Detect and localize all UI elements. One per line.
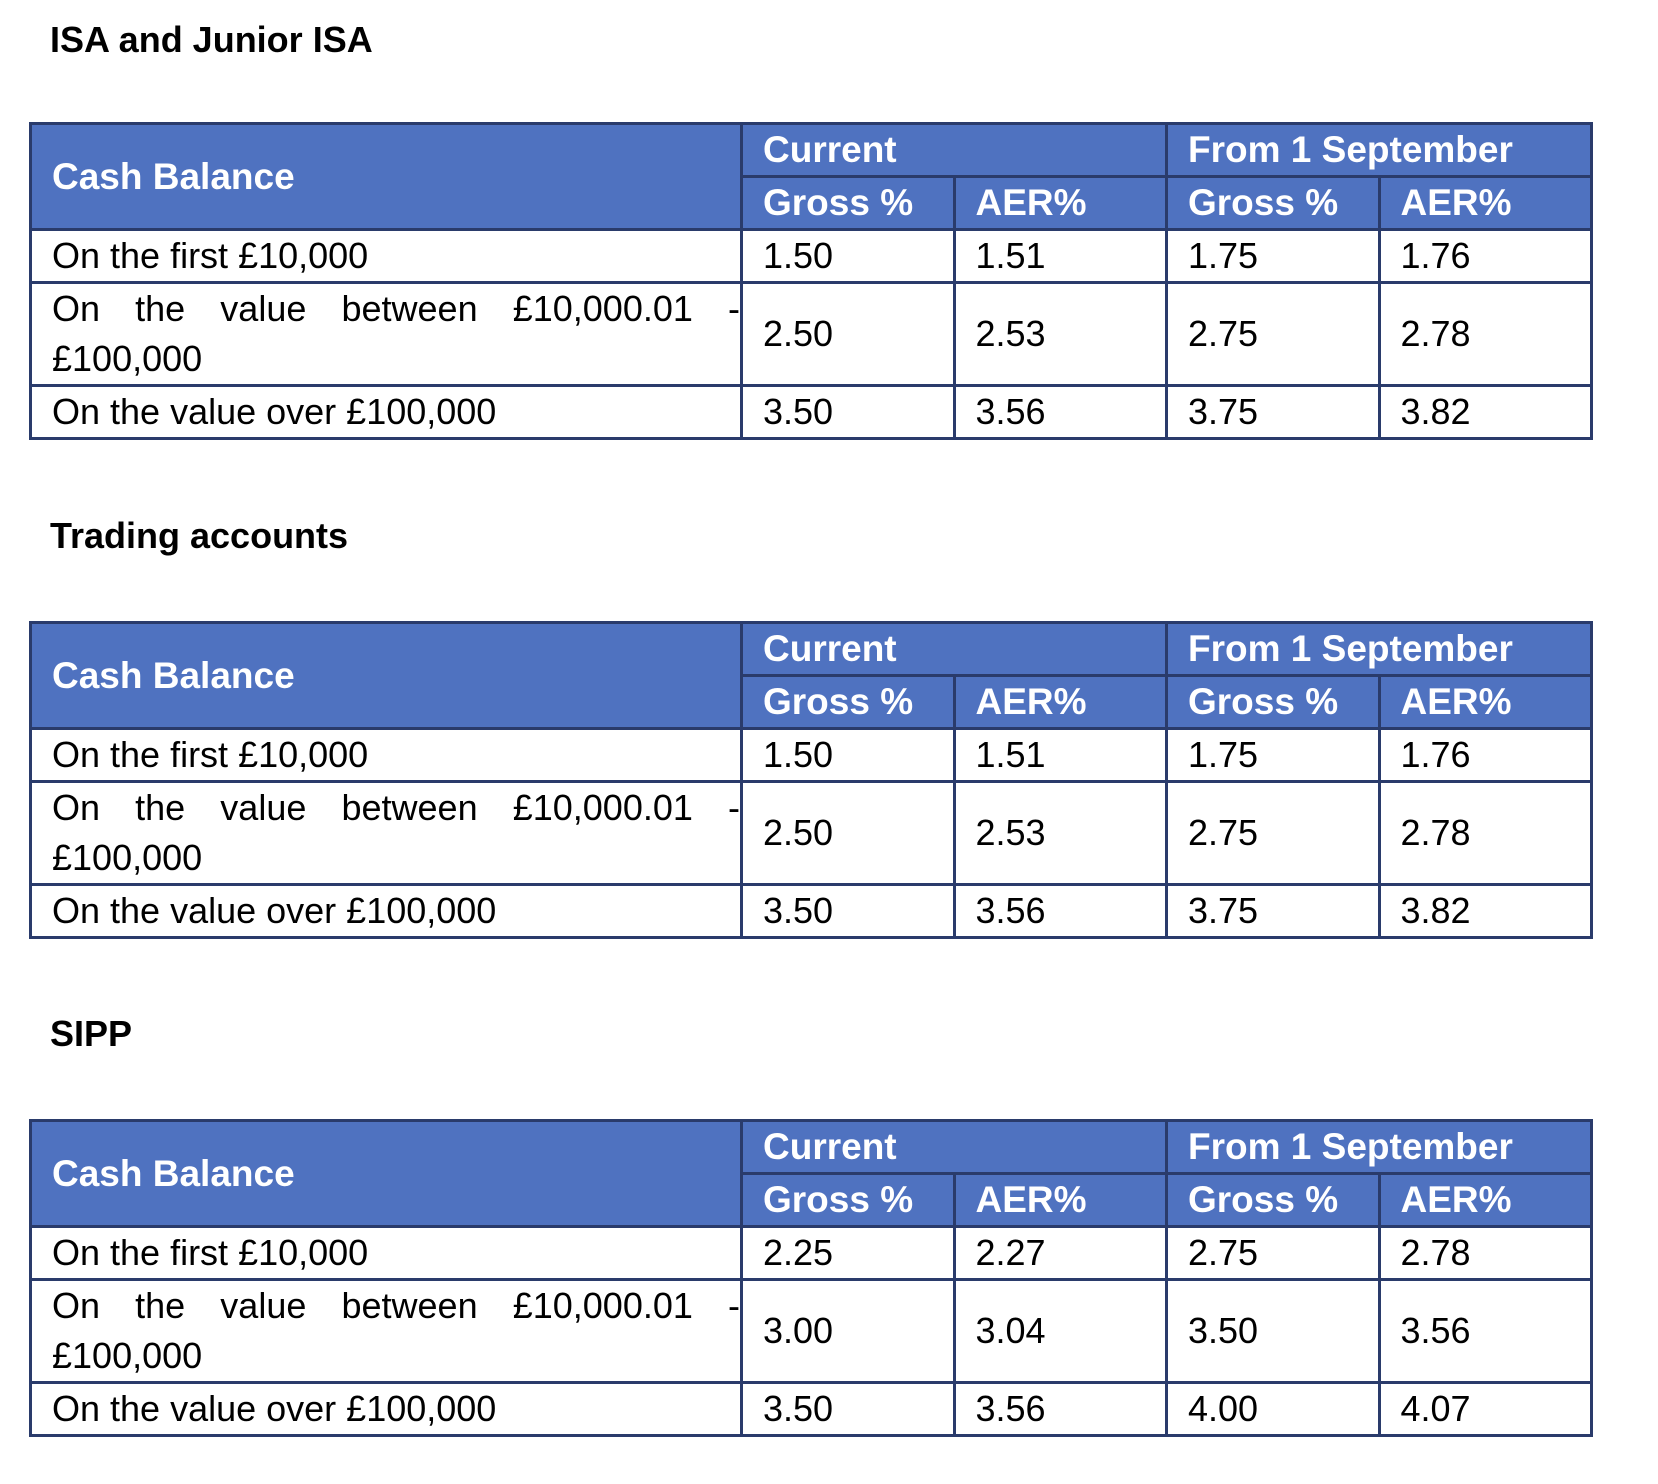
header-aer-current: AER% [952, 1172, 1168, 1228]
cell-gross-september: 2.75 [1165, 780, 1381, 886]
row-label: On the first £10,000 [29, 228, 743, 284]
header-aer-september: AER% [1377, 175, 1593, 231]
table-row: On the value between £10,000.01 - £100,0… [29, 281, 1593, 387]
row-label: On the first £10,000 [29, 1225, 743, 1281]
cell-gross-september: 3.75 [1165, 883, 1381, 939]
cell-gross-current: 3.50 [740, 1381, 956, 1437]
cell-aer-current: 1.51 [952, 727, 1168, 783]
header-aer-september: AER% [1377, 674, 1593, 730]
header-from-september: From 1 September [1165, 1119, 1593, 1175]
row-label: On the value over £100,000 [29, 1381, 743, 1437]
cell-aer-september: 1.76 [1377, 727, 1593, 783]
cell-aer-september: 3.82 [1377, 384, 1593, 440]
header-gross-september: Gross % [1165, 1172, 1381, 1228]
cell-gross-september: 2.75 [1165, 281, 1381, 387]
section-title: ISA and Junior ISA [50, 19, 373, 60]
header-aer-current: AER% [952, 674, 1168, 730]
table-row: On the value between £10,000.01 - £100,0… [29, 780, 1593, 886]
cell-gross-september: 1.75 [1165, 228, 1381, 284]
table-row: On the first £10,000 1.50 1.51 1.75 1.76 [29, 727, 1593, 783]
row-label-line1: On the value between £10,000.01 - [52, 1285, 740, 1326]
cell-aer-current: 3.56 [952, 384, 1168, 440]
row-label-line1: On the value between £10,000.01 - [52, 288, 740, 329]
cell-aer-current: 1.51 [952, 228, 1168, 284]
rates-table: Cash Balance Current From 1 September Gr… [29, 122, 1593, 440]
header-cash-balance: Cash Balance [29, 122, 743, 231]
header-current: Current [740, 1119, 1168, 1175]
cell-aer-current: 3.04 [952, 1278, 1168, 1384]
row-label-line1: On the value between £10,000.01 - [52, 787, 740, 828]
section-title: SIPP [50, 1013, 133, 1054]
cell-gross-current: 3.00 [740, 1278, 956, 1384]
row-label: On the value between £10,000.01 - £100,0… [29, 780, 743, 886]
rates-table: Cash Balance Current From 1 September Gr… [29, 1119, 1593, 1437]
section-title: Trading accounts [50, 515, 349, 556]
cell-aer-current: 2.27 [952, 1225, 1168, 1281]
row-label: On the value over £100,000 [29, 883, 743, 939]
cell-gross-current: 1.50 [740, 727, 956, 783]
cell-aer-current: 2.53 [952, 281, 1168, 387]
row-label: On the value between £10,000.01 - £100,0… [29, 1278, 743, 1384]
cell-gross-current: 2.50 [740, 281, 956, 387]
header-gross-current: Gross % [740, 175, 956, 231]
cell-gross-current: 1.50 [740, 228, 956, 284]
cell-gross-september: 1.75 [1165, 727, 1381, 783]
cell-gross-september: 4.00 [1165, 1381, 1381, 1437]
rates-table: Cash Balance Current From 1 September Gr… [29, 621, 1593, 939]
row-label-line2: £100,000 [52, 338, 203, 379]
header-gross-current: Gross % [740, 1172, 956, 1228]
table-row: On the value over £100,000 3.50 3.56 3.7… [29, 883, 1593, 939]
table-row: On the value over £100,000 3.50 3.56 4.0… [29, 1381, 1593, 1437]
cell-aer-september: 3.82 [1377, 883, 1593, 939]
cell-aer-september: 3.56 [1377, 1278, 1593, 1384]
cell-aer-current: 3.56 [952, 1381, 1168, 1437]
row-label: On the value between £10,000.01 - £100,0… [29, 281, 743, 387]
cell-gross-current: 2.50 [740, 780, 956, 886]
cell-aer-september: 2.78 [1377, 281, 1593, 387]
header-current: Current [740, 621, 1168, 677]
cell-aer-current: 3.56 [952, 883, 1168, 939]
cell-aer-september: 1.76 [1377, 228, 1593, 284]
cell-aer-current: 2.53 [952, 780, 1168, 886]
row-label-line2: £100,000 [52, 1335, 203, 1376]
cell-gross-september: 3.75 [1165, 384, 1381, 440]
header-current: Current [740, 122, 1168, 178]
cell-gross-september: 3.50 [1165, 1278, 1381, 1384]
table-row: On the value over £100,000 3.50 3.56 3.7… [29, 384, 1593, 440]
cell-gross-current: 3.50 [740, 883, 956, 939]
header-aer-current: AER% [952, 175, 1168, 231]
header-gross-september: Gross % [1165, 175, 1381, 231]
table-row: On the first £10,000 2.25 2.27 2.75 2.78 [29, 1225, 1593, 1281]
cell-aer-september: 2.78 [1377, 780, 1593, 886]
table-row: On the first £10,000 1.50 1.51 1.75 1.76 [29, 228, 1593, 284]
header-cash-balance: Cash Balance [29, 621, 743, 730]
header-from-september: From 1 September [1165, 621, 1593, 677]
header-gross-september: Gross % [1165, 674, 1381, 730]
cell-aer-september: 4.07 [1377, 1381, 1593, 1437]
header-from-september: From 1 September [1165, 122, 1593, 178]
header-cash-balance: Cash Balance [29, 1119, 743, 1228]
cell-gross-current: 2.25 [740, 1225, 956, 1281]
cell-gross-september: 2.75 [1165, 1225, 1381, 1281]
row-label: On the first £10,000 [29, 727, 743, 783]
table-row: On the value between £10,000.01 - £100,0… [29, 1278, 1593, 1384]
row-label-line2: £100,000 [52, 837, 203, 878]
cell-aer-september: 2.78 [1377, 1225, 1593, 1281]
header-gross-current: Gross % [740, 674, 956, 730]
header-aer-september: AER% [1377, 1172, 1593, 1228]
cell-gross-current: 3.50 [740, 384, 956, 440]
row-label: On the value over £100,000 [29, 384, 743, 440]
